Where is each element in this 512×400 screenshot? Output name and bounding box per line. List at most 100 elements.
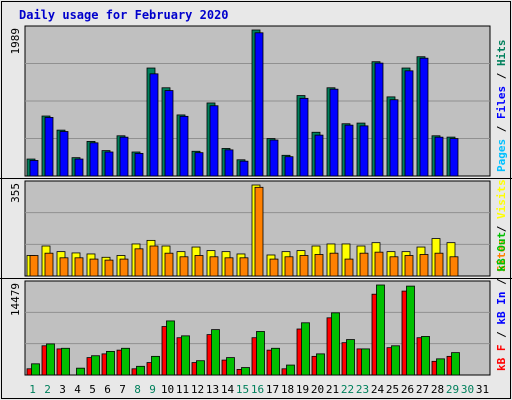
panel-legend: kB F / kB In / kB Out <box>495 232 508 371</box>
bar-files-day-19 <box>299 97 309 177</box>
bar-kbout-day-21 <box>331 312 340 376</box>
day-label-8: 8 <box>134 383 141 396</box>
bar-sites-day-20 <box>314 254 324 277</box>
bar-files-day-22 <box>344 124 354 177</box>
bar-files-day-23 <box>359 125 369 177</box>
panel-legend: Sites / Visits <box>495 179 508 272</box>
day-label-6: 6 <box>104 383 111 396</box>
bar-sites-day-29 <box>449 256 459 277</box>
bar-kbout-day-2 <box>46 343 55 376</box>
day-label-22: 22 <box>341 383 354 396</box>
bar-sites-day-24 <box>374 251 384 277</box>
graph-title: Daily usage for February 2020 <box>19 8 229 22</box>
day-label-15: 15 <box>236 383 249 396</box>
day-label-10: 10 <box>161 383 174 396</box>
bar-kbout-day-26 <box>406 285 415 376</box>
day-label-28: 28 <box>431 383 444 396</box>
day-label-21: 21 <box>326 383 339 396</box>
panel-visits-sites: 355 Sites / Visits <box>9 179 508 277</box>
day-label-20: 20 <box>311 383 324 396</box>
bar-kbout-day-4 <box>76 367 85 376</box>
bar-sites-day-9 <box>149 245 159 277</box>
bar-sites-day-4 <box>74 257 84 277</box>
bar-files-day-7 <box>119 136 129 177</box>
day-label-4: 4 <box>74 383 81 396</box>
bar-sites-day-19 <box>299 255 309 277</box>
bar-kbout-day-17 <box>271 347 280 376</box>
bar-sites-day-13 <box>209 256 219 277</box>
bar-files-day-12 <box>194 152 204 177</box>
bar-kbout-day-3 <box>61 347 70 376</box>
day-label-17: 17 <box>266 383 279 396</box>
bar-sites-day-12 <box>194 255 204 277</box>
bar-kbout-day-11 <box>181 335 190 376</box>
bar-kbout-day-22 <box>346 339 355 376</box>
bar-kbout-day-14 <box>226 357 235 376</box>
bar-sites-day-6 <box>104 259 114 277</box>
day-label-7: 7 <box>119 383 126 396</box>
day-label-26: 26 <box>401 383 414 396</box>
bar-files-day-9 <box>149 73 159 177</box>
panel-hits-files: 1989 Pages / Files / Hits <box>9 25 508 177</box>
day-label-11: 11 <box>176 383 189 396</box>
bar-sites-day-7 <box>119 258 129 277</box>
day-label-29: 29 <box>446 383 459 396</box>
bar-sites-day-16 <box>254 186 264 277</box>
bar-kbout-day-16 <box>256 331 265 376</box>
bar-kbout-day-15 <box>241 367 250 376</box>
bar-files-day-4 <box>74 158 84 177</box>
bar-sites-day-14 <box>224 257 234 277</box>
panel-max-label: 355 <box>9 183 22 203</box>
bar-files-day-29 <box>449 138 459 177</box>
bar-sites-day-5 <box>89 258 99 277</box>
bar-sites-day-15 <box>239 257 249 277</box>
day-label-24: 24 <box>371 383 385 396</box>
bar-kbout-day-27 <box>421 336 430 376</box>
bar-files-day-6 <box>104 151 114 177</box>
bar-sites-day-27 <box>419 254 429 277</box>
bar-files-day-28 <box>434 136 444 177</box>
bar-kbout-day-6 <box>106 350 115 376</box>
bar-kbout-day-9 <box>151 355 160 376</box>
day-label-2: 2 <box>44 383 51 396</box>
panel-max-label: 1989 <box>9 28 22 55</box>
bar-files-day-18 <box>284 156 294 177</box>
day-label-30: 30 <box>461 383 474 396</box>
bar-files-day-2 <box>44 117 54 177</box>
day-label-31: 31 <box>476 383 489 396</box>
bar-files-day-20 <box>314 134 324 177</box>
bar-sites-day-18 <box>284 256 294 277</box>
day-label-27: 27 <box>416 383 429 396</box>
day-label-14: 14 <box>221 383 235 396</box>
bar-sites-day-1 <box>29 255 39 277</box>
bar-files-day-27 <box>419 57 429 177</box>
bar-kbout-day-5 <box>91 355 100 376</box>
day-label-3: 3 <box>59 383 66 396</box>
bar-kbout-day-12 <box>196 360 205 376</box>
bar-sites-day-25 <box>389 256 399 277</box>
bar-kbout-day-13 <box>211 329 220 376</box>
bar-kbout-day-19 <box>301 322 310 376</box>
bar-files-day-25 <box>389 99 399 177</box>
day-label-5: 5 <box>89 383 96 396</box>
bar-sites-day-3 <box>59 257 69 277</box>
bar-kbout-day-20 <box>316 353 325 376</box>
bar-kbout-day-25 <box>391 345 400 376</box>
day-label-16: 16 <box>251 383 264 396</box>
bar-files-day-21 <box>329 88 339 177</box>
bar-sites-day-23 <box>359 252 369 277</box>
bar-sites-day-21 <box>329 252 339 277</box>
bar-kbout-day-8 <box>136 365 145 376</box>
panel-legend: Pages / Files / Hits <box>495 40 508 173</box>
bar-sites-day-8 <box>134 248 144 277</box>
bar-sites-day-22 <box>344 258 354 277</box>
bar-kbout-day-10 <box>166 320 175 376</box>
bar-kbout-day-1 <box>31 363 40 376</box>
bar-kbout-day-23 <box>361 348 370 376</box>
bar-files-day-11 <box>179 115 189 177</box>
bar-kbout-day-29 <box>451 352 460 376</box>
day-label-13: 13 <box>206 383 219 396</box>
bar-sites-day-11 <box>179 256 189 277</box>
